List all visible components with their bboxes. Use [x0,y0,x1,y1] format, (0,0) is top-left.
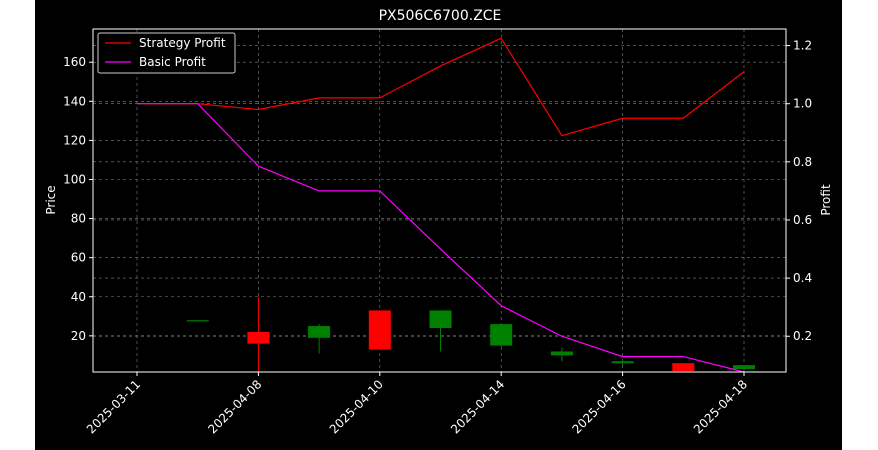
x-tick-label: 2025-03-11 [84,377,143,436]
figure-background [35,0,842,450]
legend-label-basic: Basic Profit [139,55,206,69]
y-tick-label: 100 [63,172,86,186]
y2-tick-label: 1.2 [793,39,812,53]
legend: Strategy Profit Basic Profit [97,32,236,74]
candle-body [672,363,695,372]
candle-body [611,361,634,364]
candle-body [733,365,755,370]
y-axis-right: 0.2 0.4 0.6 0.8 1.0 1.2 [786,39,812,343]
x-axis: 2025-03-11 2025-04-08 2025-04-10 2025-04-14… [84,372,750,436]
y2-tick-label: 1.0 [793,97,812,111]
candle-body [186,320,209,322]
y2-tick-label: 0.4 [793,271,812,285]
basic-profit-line [137,103,745,373]
y-tick-label: 120 [63,133,86,147]
strategy-profit-line [137,37,745,137]
profit-lines [137,37,745,373]
candle-body [247,331,270,344]
candlesticks [186,296,755,372]
chart-title: PX506C6700.ZCE [379,8,502,24]
y-tick-label: 80 [71,212,86,226]
candle-body [368,310,391,350]
legend-box [97,32,236,74]
y2-axis-label: Profit [819,184,833,216]
y-tick-label: 140 [63,94,86,108]
legend-label-strategy: Strategy Profit [139,36,226,50]
x-tick-label: 2025-04-14 [448,377,507,436]
y-tick-label: 60 [71,251,86,265]
y2-tick-label: 0.6 [793,213,812,227]
y2-tick-label: 0.8 [793,155,812,169]
y-tick-label: 20 [71,329,86,343]
candle-body [490,324,513,346]
y-axis-label: Price [44,185,58,214]
x-tick-label: 2025-04-16 [570,377,629,436]
y-tick-label: 40 [71,290,86,304]
plot-frame [92,28,787,373]
grid [93,29,786,372]
candle-body [308,326,331,338]
candle-body [429,310,452,329]
x-tick-label: 2025-04-08 [205,377,264,436]
x-tick-label: 2025-04-18 [691,377,750,436]
candle-body [550,351,573,356]
x-tick-label: 2025-04-10 [327,377,386,436]
y2-tick-label: 0.2 [793,329,812,343]
y-axis-left: 20 40 60 80 100 120 140 160 [63,55,93,343]
y-tick-label: 160 [63,55,86,69]
